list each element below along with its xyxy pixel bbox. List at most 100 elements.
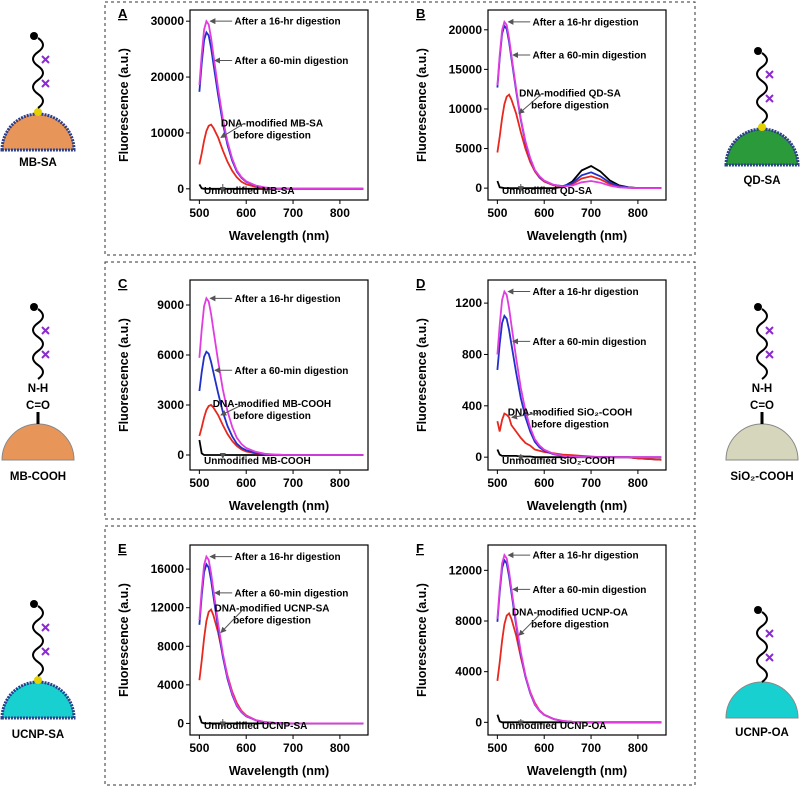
annotation: DNA-modified SiO₂-COOH [508,408,632,419]
cleavage-mark [765,94,774,103]
cleavage-mark [41,326,50,335]
dna-strand [756,611,768,683]
streptavidin [34,676,42,684]
y-tick-label: 8000 [157,639,184,653]
y-tick-label: 0 [177,182,184,196]
series-line [496,164,662,189]
x-axis-label: Wavelength (nm) [229,229,329,243]
annotation: Unmodified QD-SA [502,186,592,197]
y-tick-label: 1200 [455,296,482,310]
y-tick-label: 20000 [449,23,483,37]
plot-frame [487,9,667,201]
panel-label: A [118,6,128,21]
annotation: After a 60-min digestion [235,588,349,599]
annotation: After a 16-hr digestion [533,551,639,562]
particle [725,423,799,461]
linker-label: C=O [750,400,774,412]
streptavidin [34,108,42,116]
cleavage-mark [765,70,774,79]
y-tick-label: 20000 [151,70,185,84]
annotation: before digestion [233,616,311,627]
dna-strand [756,52,768,124]
x-tick-label: 500 [487,206,507,220]
x-tick-label: 600 [236,206,256,220]
cleavage-mark [41,79,50,88]
cleavage-mark [765,653,774,662]
annotation: DNA-modified MB-COOH [213,399,331,410]
illustration-label: MB-SA [19,157,57,169]
x-tick-label: 700 [283,476,303,490]
annotation-arrow [220,123,245,138]
x-tick-label: 800 [628,476,648,490]
y-tick-label: 30000 [151,14,185,28]
y-tick-label: 3000 [157,398,184,412]
cleavage-mark [41,623,50,632]
series-line [496,289,662,459]
x-tick-label: 800 [330,741,350,755]
series-line [198,439,364,456]
panel-label: E [118,541,127,556]
dna-label-dot [30,303,38,311]
y-axis-label: Fluorescence (a.u.) [415,318,429,432]
annotation: After a 60-min digestion [533,585,647,596]
dna-strand [756,308,768,380]
dna-label-dot [754,47,762,55]
dna-strand [32,37,44,109]
annotation-arrow [518,612,543,636]
x-tick-label: 700 [283,206,303,220]
y-tick-label: 15000 [449,62,483,76]
illustration-label: UCNP-OA [735,727,789,739]
x-tick-label: 800 [628,741,648,755]
x-axis-label: Wavelength (nm) [527,229,627,243]
cleavage-mark [765,350,774,359]
y-axis-label: Fluorescence (a.u.) [415,583,429,697]
annotation: After a 60-min digestion [533,51,647,62]
annotation: DNA-modified MB-SA [221,119,323,130]
series-line [496,19,662,189]
series-line [198,19,364,190]
annotation: After a 16-hr digestion [235,552,341,563]
cleavage-mark [41,350,50,359]
x-tick-label: 700 [581,206,601,220]
annotation: After a 16-hr digestion [533,17,639,28]
y-tick-label: 0 [475,450,482,464]
particle [0,680,76,720]
y-tick-label: 0 [177,716,184,730]
x-tick-label: 700 [581,741,601,755]
x-tick-label: 500 [189,206,209,220]
illustration-label: SiO₂-COOH [730,471,793,483]
plot-frame [487,544,667,736]
y-tick-label: 5000 [455,142,482,156]
y-tick-label: 800 [462,347,482,361]
x-axis-label: Wavelength (nm) [229,499,329,513]
annotation: Unmodified MB-COOH [204,456,311,467]
illustration-label: QD-SA [743,175,780,187]
panel-label: B [416,6,425,21]
streptavidin [758,123,766,131]
x-axis-label: Wavelength (nm) [229,764,329,778]
linker-label: N-H [28,383,48,395]
y-tick-label: 4000 [455,665,482,679]
annotation: After a 16-hr digestion [235,17,341,28]
annotation: DNA-modified QD-SA [519,89,621,100]
particle [725,681,799,719]
cleavage-mark [765,326,774,335]
annotation-arrow [220,608,245,634]
row-frame [104,525,696,786]
y-tick-label: 16000 [151,562,185,576]
panel-label: F [416,541,424,556]
illustration-label: UCNP-SA [12,729,64,741]
y-tick-label: 400 [462,399,482,413]
dna-label-dot [30,600,38,608]
y-tick-label: 10000 [151,126,185,140]
x-tick-label: 700 [283,741,303,755]
cleavage-mark [41,55,50,64]
linker-label: N-H [752,383,772,395]
panel-label: D [416,276,425,291]
cleavage-mark [765,629,774,638]
dna-strand [32,605,44,677]
y-tick-label: 12000 [151,601,185,615]
y-axis-label: Fluorescence (a.u.) [117,318,131,432]
annotation: Unmodified MB-SA [204,186,295,197]
